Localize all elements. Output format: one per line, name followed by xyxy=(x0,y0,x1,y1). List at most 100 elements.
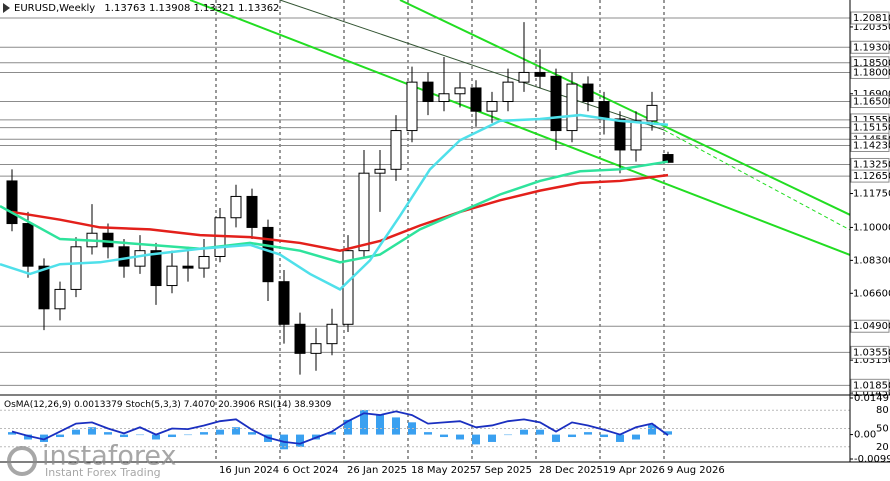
x-tick-label: 26 Jan 2025 xyxy=(347,465,407,476)
moving-average xyxy=(11,173,669,252)
rsi-tick-label: 20 xyxy=(876,442,889,453)
stoch-readout: 20.3906 xyxy=(218,400,255,410)
x-tick-label: 28 Dec 2025 xyxy=(539,465,603,476)
level-label: 1.04900 xyxy=(853,321,890,332)
candle-body xyxy=(70,246,82,290)
candle-body xyxy=(22,223,34,267)
candle-body xyxy=(422,81,434,103)
candle-body xyxy=(294,323,306,354)
tagline: Instant Forex Trading xyxy=(45,466,161,479)
osma-bar xyxy=(248,432,256,435)
level-label: 1.13250 xyxy=(853,159,890,170)
osma-bar xyxy=(152,434,160,440)
osma-tick-label: -0.00995 xyxy=(854,454,890,465)
osma-bar xyxy=(472,434,480,445)
logo xyxy=(7,446,37,476)
osma-bar xyxy=(72,429,80,435)
level-label-box xyxy=(850,95,890,109)
trend-line xyxy=(663,129,851,231)
osma-bar xyxy=(232,427,240,435)
candle-body xyxy=(518,71,530,83)
candle-body xyxy=(454,87,466,95)
candle-body xyxy=(166,265,178,287)
osma-bar xyxy=(536,429,544,435)
candle-body xyxy=(54,288,66,310)
candle-body xyxy=(246,195,258,228)
candle-body xyxy=(38,265,50,310)
y-tick-label: 1.06600 xyxy=(853,288,890,299)
osma-bar xyxy=(296,434,304,447)
osma-bar xyxy=(40,434,48,442)
candle-body xyxy=(134,250,146,267)
level-label: 1.15150 xyxy=(853,123,890,134)
x-tick-label: 19 Apr 2026 xyxy=(603,465,665,476)
level-label: 1.12650 xyxy=(853,171,890,182)
indicator-panel xyxy=(0,409,850,450)
candle-body xyxy=(262,226,274,283)
osma-bar xyxy=(520,429,528,435)
osma-readout: 0.0013379 xyxy=(74,400,123,410)
x-tick-label: 6 Oct 2024 xyxy=(283,465,338,476)
x-tick-label: 16 Jun 2024 xyxy=(219,465,279,476)
rsi-line xyxy=(11,410,669,445)
level-label: 1.18000 xyxy=(853,67,890,78)
level-label-box xyxy=(850,65,890,79)
osma-bar xyxy=(168,434,176,438)
candle-body xyxy=(374,168,386,174)
osma-bar xyxy=(456,434,464,440)
candle-body xyxy=(470,87,482,112)
level-label-box xyxy=(850,169,890,183)
osma-bar xyxy=(200,432,208,435)
osma-bar xyxy=(88,427,96,435)
osma-bar xyxy=(584,432,592,435)
candle-body xyxy=(150,250,162,287)
rsi-readout: 38.9309 xyxy=(294,400,331,410)
osma-label: OsMA(12,26,9) xyxy=(4,400,71,410)
level-label-box xyxy=(850,40,890,54)
osma-bar xyxy=(392,417,400,435)
watermark: instaforex Instant Forex Trading xyxy=(7,441,176,479)
brand: instaforex xyxy=(42,441,176,472)
level-label-box xyxy=(850,138,890,152)
stoch-readout: 7.4070 xyxy=(184,400,216,410)
level-label: 1.18500 xyxy=(853,58,890,69)
high-readout: 1.13908 xyxy=(149,3,190,14)
y-tick-label: 1.03150 xyxy=(853,355,890,366)
level-label: 1.16500 xyxy=(853,97,890,108)
candle-body xyxy=(550,75,562,132)
candle-body xyxy=(118,246,130,267)
osma-bar xyxy=(664,431,672,435)
osma-bar xyxy=(360,410,368,435)
candle-body xyxy=(198,255,210,269)
candle-body xyxy=(6,180,18,225)
osma-bar xyxy=(184,434,192,436)
osma-tick-label: 0.01491 xyxy=(854,393,890,404)
y-tick-label: 1.16900 xyxy=(853,89,890,100)
header-icon xyxy=(3,3,10,13)
candle-body xyxy=(486,101,498,112)
candle-body xyxy=(278,281,290,325)
plot xyxy=(0,0,851,375)
y-tick-label: 1.10000 xyxy=(853,222,890,233)
candle-body xyxy=(390,130,402,170)
candle-body xyxy=(326,323,338,345)
osma-bar xyxy=(488,434,496,442)
osma-bar xyxy=(616,434,624,442)
candle-body xyxy=(646,104,658,122)
moving-average xyxy=(0,113,669,291)
open-readout: 1.13763 xyxy=(104,3,145,14)
candle-body xyxy=(502,81,514,103)
candle-body xyxy=(598,101,610,120)
osma-bar xyxy=(648,424,656,435)
candle-body xyxy=(582,83,594,103)
candle-body xyxy=(102,232,114,248)
level-label: 1.19300 xyxy=(853,42,890,53)
osma-bar xyxy=(136,434,144,436)
level-label-box xyxy=(850,319,890,333)
axis: 16 Jun 2024 6 Oct 2024 26 Jan 2025 18 May 2… xyxy=(219,11,890,476)
level-label-box xyxy=(850,11,890,25)
osma-bar xyxy=(504,434,512,436)
rsi-label: RSI(14) xyxy=(258,400,291,410)
